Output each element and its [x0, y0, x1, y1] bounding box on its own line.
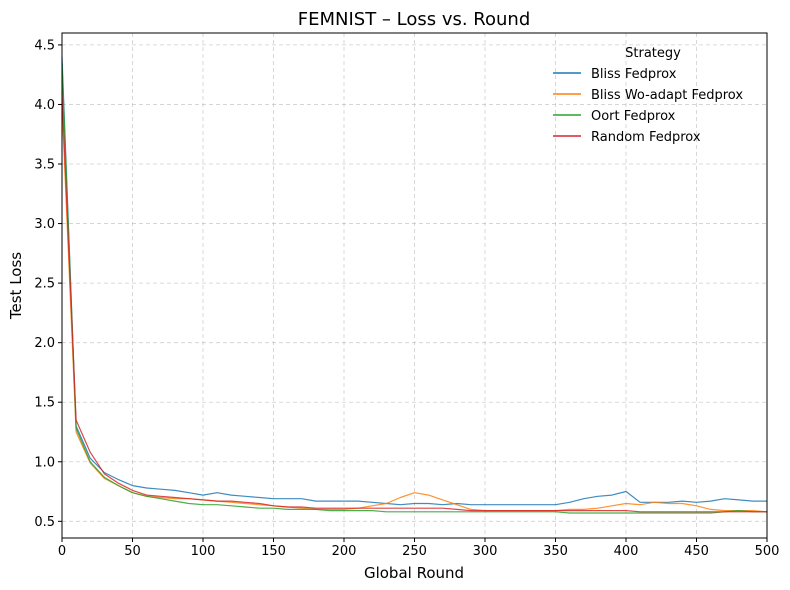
series-line-bliss-fedprox — [61, 56, 767, 506]
series-line-oort-fedprox — [61, 62, 767, 514]
series-lines — [61, 56, 768, 514]
legend: Strategy Bliss Fedprox Bliss Wo-adapt Fed… — [553, 46, 743, 145]
series-line-random-fedprox — [61, 92, 767, 513]
x-tick-label: 400 — [614, 544, 639, 559]
y-axis-label: Test Loss — [7, 252, 25, 320]
x-tick-label: 200 — [332, 544, 357, 559]
axes: 0 50 100 150 200 250 300 350 400 450 500 0.5 1.0 1.5 2… — [34, 38, 779, 559]
x-tick-label: 100 — [191, 544, 216, 559]
y-tick-label: 2.5 — [34, 277, 55, 292]
y-tick-label: 1.5 — [34, 396, 55, 411]
x-tick-label: 150 — [261, 544, 286, 559]
y-tick-label: 4.0 — [34, 98, 55, 113]
y-tick-label: 4.5 — [34, 38, 55, 53]
x-tick-label: 450 — [684, 544, 709, 559]
y-tick-label: 2.0 — [34, 336, 55, 351]
x-axis-label: Global Round — [364, 564, 464, 582]
x-tick-label: 350 — [543, 544, 568, 559]
chart-title: FEMNIST – Loss vs. Round — [298, 9, 531, 30]
y-tick-label: 3.0 — [34, 217, 55, 232]
y-tick-label: 1.0 — [34, 455, 55, 470]
x-tick-label: 50 — [124, 544, 141, 559]
x-tick-label: 300 — [473, 544, 498, 559]
x-tick-label: 250 — [402, 544, 427, 559]
legend-label-random-fedprox: Random Fedprox — [591, 130, 701, 145]
legend-label-oort-fedprox: Oort Fedprox — [591, 109, 676, 124]
legend-label-bliss-fedprox: Bliss Fedprox — [591, 67, 677, 82]
legend-label-bliss-wo-adapt-fedprox: Bliss Wo-adapt Fedprox — [591, 88, 743, 103]
y-tick-label: 3.5 — [34, 158, 55, 173]
legend-title: Strategy — [625, 46, 681, 61]
series-line-bliss-wo-adapt-fedprox — [61, 104, 768, 513]
x-tick-label: 500 — [755, 544, 780, 559]
y-tick-label: 0.5 — [34, 515, 55, 530]
x-tick-label: 0 — [58, 544, 66, 559]
